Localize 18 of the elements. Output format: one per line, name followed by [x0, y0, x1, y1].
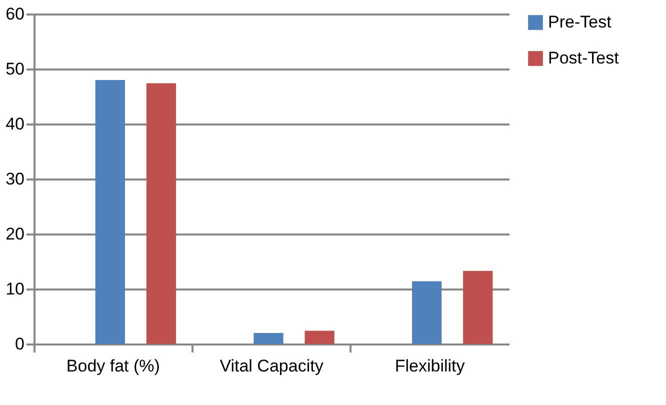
y-tick-label: 10	[6, 280, 24, 298]
y-tick-label: 30	[6, 170, 24, 188]
x-tick-label: Body fat (%)	[66, 356, 160, 376]
bar	[463, 270, 493, 344]
bar	[95, 80, 125, 344]
bar	[254, 333, 284, 344]
y-tick-label: 50	[6, 60, 24, 78]
legend-label: Post-Test	[548, 48, 620, 68]
bar	[412, 281, 442, 344]
y-tick-label: 40	[6, 114, 24, 134]
bar	[304, 330, 334, 344]
x-tick-label: Flexibility	[394, 356, 466, 376]
y-tick-label: 20	[6, 224, 24, 244]
y-tick-label: 0	[15, 334, 24, 354]
x-tick-label: Vital Capacity	[220, 356, 324, 376]
bar	[146, 83, 176, 344]
y-tick-label: 60	[6, 4, 24, 24]
legend-label: Pre-Test	[548, 12, 612, 32]
